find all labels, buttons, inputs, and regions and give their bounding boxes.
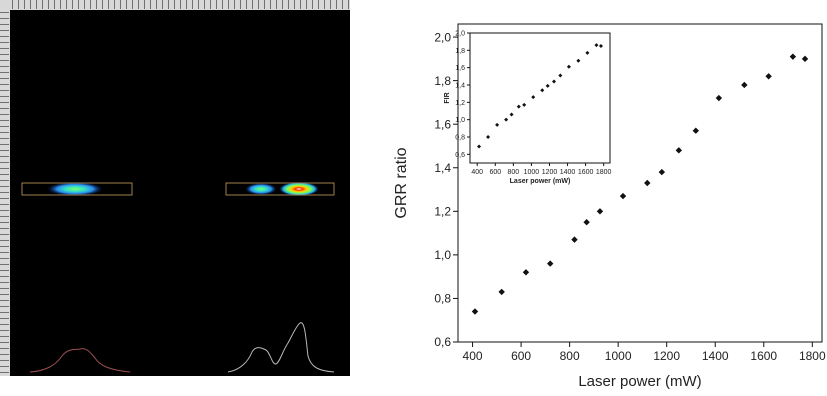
data-point <box>598 44 603 48</box>
data-point <box>583 219 590 226</box>
data-point <box>552 79 556 84</box>
beam-frame-right <box>225 182 335 196</box>
y-tick-label: 1,0 <box>455 117 465 124</box>
data-point <box>741 81 748 89</box>
data-point <box>789 53 797 60</box>
x-tick-label: 1800 <box>799 349 826 363</box>
data-point <box>675 147 683 154</box>
x-tick-label: 1200 <box>653 349 680 363</box>
x-tick-label: 1800 <box>596 169 612 176</box>
y-tick-label: 1,6 <box>455 65 465 72</box>
beam-spot-left <box>47 182 103 196</box>
data-point <box>594 43 599 48</box>
x-tick-label: 1600 <box>750 349 777 363</box>
y-tick-label: 1,6 <box>434 117 451 131</box>
y-tick-label: 0,6 <box>455 152 465 159</box>
data-point <box>495 122 500 127</box>
data-point <box>692 127 700 134</box>
grr-ratio-chart: 400 600 800 1000 1200 1400 1600 1800 0,60,81,01… <box>393 23 826 390</box>
x-tick-label: 1600 <box>578 169 594 176</box>
y-tick-label: 1,8 <box>434 74 451 88</box>
x-tick-label: 400 <box>471 169 483 176</box>
inset-plot-frame <box>469 32 611 164</box>
data-point <box>531 95 536 100</box>
data-point <box>576 58 581 63</box>
x-tick-label: 1000 <box>524 169 540 176</box>
x-tick-label: 400 <box>463 349 483 363</box>
data-point <box>522 102 527 107</box>
data-point <box>516 104 521 109</box>
data-point <box>471 308 479 315</box>
intensity-profile-right <box>227 322 335 373</box>
data-point <box>477 144 482 149</box>
data-point <box>801 55 809 63</box>
data-point <box>522 269 530 276</box>
main-y-axis-label: GRR ratio <box>393 147 410 218</box>
data-point <box>619 192 627 200</box>
y-tick-label: 0,8 <box>455 134 465 141</box>
y-tick-label: 0,8 <box>434 292 451 306</box>
y-tick-label: 2,0 <box>434 30 451 44</box>
data-point <box>545 83 550 88</box>
y-tick-label: 1,2 <box>434 205 451 219</box>
x-tick-label: 1200 <box>542 169 558 176</box>
x-tick-label: 1400 <box>702 349 729 363</box>
x-tick-label: 600 <box>489 169 501 176</box>
data-point <box>585 50 590 55</box>
data-point <box>571 236 578 243</box>
data-point <box>540 88 545 93</box>
y-tick-label: 1,2 <box>455 100 465 107</box>
beam-frame-left <box>21 182 133 196</box>
top-ruler-ticks <box>10 0 350 9</box>
data-point <box>644 179 651 187</box>
y-tick-label: 1,4 <box>455 82 465 89</box>
data-point <box>566 64 571 69</box>
inset-y-axis-label: FIR <box>444 92 451 103</box>
data-point <box>504 117 509 122</box>
inset-x-axis-label: Laser power (mW) <box>510 178 571 185</box>
x-tick-label: 1400 <box>560 169 576 176</box>
data-point <box>498 288 505 296</box>
beam-spot-center <box>245 183 277 195</box>
y-tick-label: 0,6 <box>434 335 451 349</box>
y-tick-label: 1,0 <box>434 248 451 262</box>
main-plot-frame <box>457 23 823 343</box>
x-tick-label: 800 <box>508 169 520 176</box>
data-point <box>596 208 604 215</box>
main-x-axis-label: Laser power (mW) <box>578 373 701 390</box>
data-point <box>715 94 723 102</box>
x-tick-label: 800 <box>560 349 580 363</box>
intensity-profile-left <box>29 348 131 373</box>
data-point <box>547 260 554 267</box>
y-tick-label: 2,0 <box>455 30 465 37</box>
beam-spot-hot <box>279 182 319 196</box>
y-tick-label: 1,8 <box>455 48 465 55</box>
data-point <box>765 73 772 80</box>
x-tick-label: 600 <box>511 349 531 363</box>
x-tick-label: 1000 <box>605 349 632 363</box>
data-point <box>509 112 514 117</box>
beam-profile-image <box>0 0 350 376</box>
data-point <box>486 135 491 139</box>
data-point <box>558 73 563 78</box>
data-point <box>658 168 666 176</box>
y-tick-label: 1,4 <box>434 161 451 175</box>
left-ruler-ticks <box>0 10 9 376</box>
